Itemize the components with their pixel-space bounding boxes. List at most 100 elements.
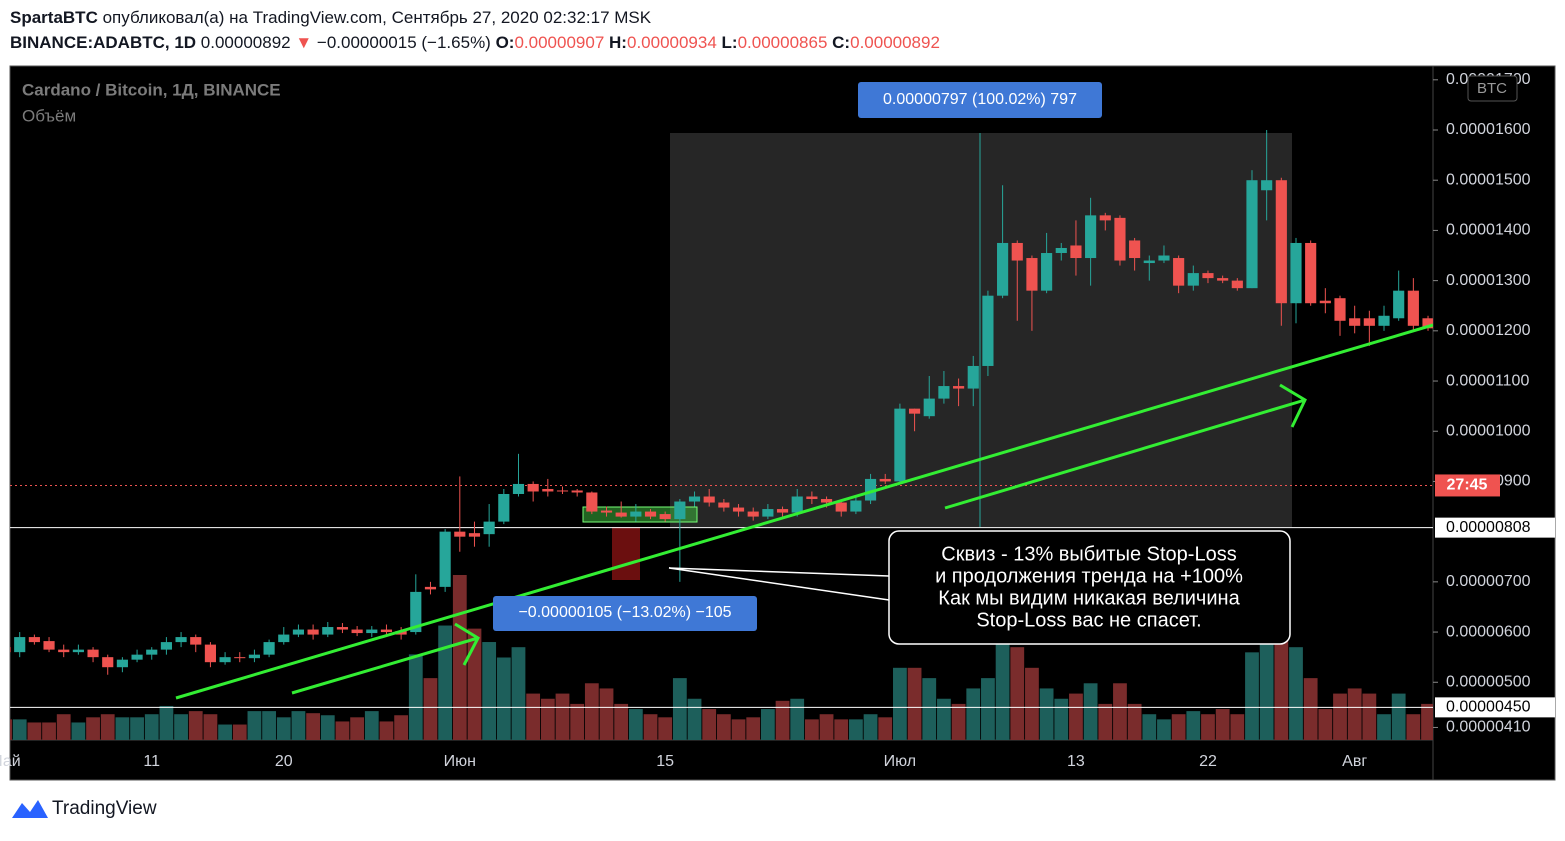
volume-bar (306, 713, 320, 740)
candle-body (776, 509, 789, 513)
overlay: Cardano / Bitcoin, 1Д, BINANCE Объём 0.000… (0, 71, 1555, 770)
y-tick-label: 0.00001300 (1446, 272, 1531, 289)
volume-bar (291, 711, 306, 740)
volume-bar (951, 703, 966, 740)
candle-body (1085, 215, 1097, 259)
volume-bar (438, 625, 453, 740)
volume-bar (56, 714, 71, 740)
candle-body (1129, 240, 1141, 259)
x-tick-label: 20 (275, 753, 293, 770)
volume-bar (599, 688, 614, 740)
candle-body (395, 631, 407, 635)
x-tick-label: Июн (444, 753, 476, 770)
h-value: 0.00000934 (627, 33, 717, 52)
candle-body (806, 496, 818, 500)
volume-bar (893, 667, 907, 740)
candle-body (1393, 290, 1405, 319)
volume-bar (1039, 688, 1054, 740)
trend-arrow (944, 383, 1307, 510)
volume-bar (1347, 688, 1362, 740)
x-tick-label: 13 (1067, 753, 1085, 770)
volume-bar (1406, 714, 1421, 740)
candle-body (116, 659, 128, 668)
trend-line (175, 323, 1433, 700)
h-label: H: (609, 33, 627, 52)
volume-bar (1274, 636, 1289, 740)
measure-down-bg (493, 596, 757, 631)
volume-bar (12, 719, 27, 740)
candle-body (410, 591, 422, 633)
candle-body (1422, 318, 1433, 329)
volume-bar (1025, 667, 1039, 740)
volume-bar (1069, 693, 1083, 740)
candle-body (219, 657, 231, 663)
volume-bar (1083, 683, 1098, 740)
volume-bar (1010, 647, 1025, 740)
candle-body (87, 649, 99, 658)
volume-bar (232, 724, 247, 740)
candle-body (1334, 298, 1346, 321)
volume-bar (995, 626, 1010, 740)
candle-body (674, 501, 686, 520)
volume-bar (511, 647, 526, 740)
volume-bar (1391, 693, 1406, 740)
arrow: ▼ (295, 33, 312, 52)
candle-body (850, 500, 862, 512)
y-tick-label: 0.00001500 (1446, 171, 1531, 188)
volume-bar (1245, 652, 1259, 740)
candle-body (14, 637, 26, 653)
candle-body (204, 644, 216, 663)
candle-body (351, 629, 363, 634)
candle-body (982, 295, 994, 366)
candle-body (938, 386, 950, 399)
candle-body (1349, 318, 1361, 326)
y-tick-label: 0.00000410 (1446, 719, 1531, 736)
volume-bar (144, 714, 159, 740)
candle-body (923, 398, 935, 417)
volume-bar (174, 714, 188, 740)
volume-bar (760, 709, 775, 740)
candle-body (600, 510, 613, 513)
volume-bar (687, 698, 702, 740)
candle-body (1290, 242, 1302, 304)
squeeze-zone (612, 527, 640, 580)
volume-bar (130, 717, 144, 740)
price-tag (1435, 697, 1555, 718)
header-line-1: SpartaBTC опубликовал(а) на TradingView.… (10, 8, 652, 27)
candle-body (380, 629, 393, 633)
volume-bar (10, 719, 12, 740)
volume-bar (188, 711, 203, 740)
volume-bar (878, 717, 893, 740)
volume-bar (1054, 698, 1069, 740)
candle-body (10, 647, 11, 653)
candle-body (322, 627, 334, 635)
candle-body (1231, 280, 1243, 289)
candle-body (1099, 215, 1111, 221)
logo (12, 800, 48, 818)
volume-bar (218, 724, 232, 740)
volume-bar (86, 717, 100, 740)
volume-bar (526, 693, 541, 740)
volume-bar (1230, 714, 1245, 740)
price-tag-label: 0.00000808 (1446, 519, 1531, 536)
candle-body (615, 512, 627, 517)
volume-bar (1157, 719, 1171, 740)
y-tick-label: 0.00001000 (1446, 422, 1531, 439)
candle-body (1055, 247, 1067, 254)
volume-bar (1127, 703, 1142, 740)
currency-button (1467, 75, 1518, 102)
callout-line: и продолжения тренда на +100% (935, 565, 1243, 587)
candle-body (718, 502, 730, 508)
candle-body (1202, 273, 1214, 279)
volume-bar (1318, 709, 1333, 740)
volume-bar (1215, 709, 1230, 740)
volume-bar (467, 628, 482, 740)
header-line-2: BINANCE:ADABTC, 1D 0.00000892 ▼ −0.00000… (10, 33, 940, 52)
volume-bar (1377, 714, 1391, 740)
candle-body (1158, 255, 1170, 261)
volume-bar (1333, 693, 1347, 740)
chart-title: Cardano / Bitcoin, 1Д, BINANCE (22, 80, 281, 99)
c-label: C: (832, 33, 850, 52)
candle-body (1026, 258, 1038, 291)
